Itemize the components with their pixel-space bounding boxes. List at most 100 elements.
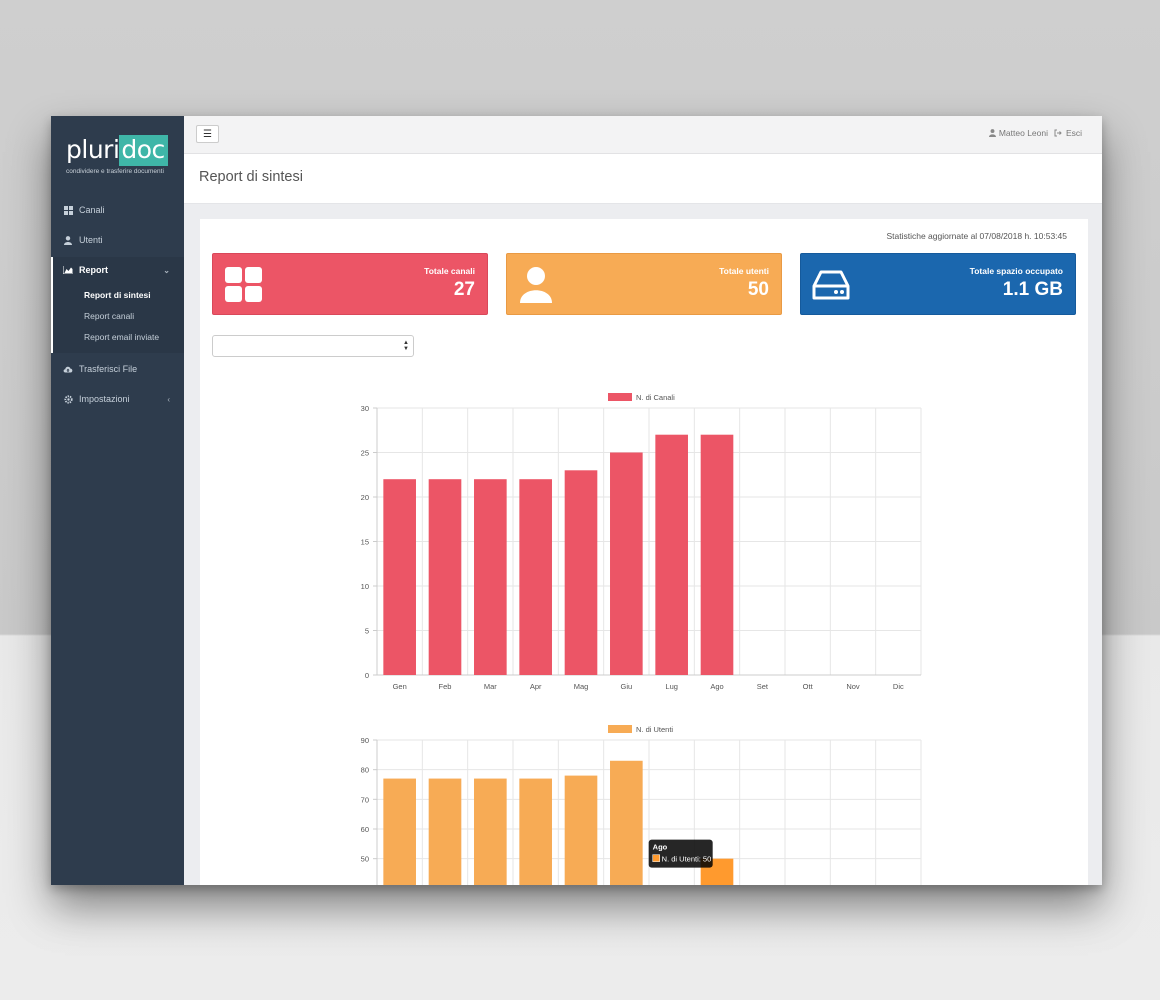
x-tick-label: Set [757, 682, 769, 691]
bar-mar [474, 778, 507, 885]
tooltip-swatch [652, 854, 660, 862]
y-tick-label: 5 [365, 627, 369, 636]
logo-text-doc: doc [119, 135, 168, 166]
sidebar-item-label: Canali [79, 205, 105, 215]
chart-canali: N. di Canali 0 5 10 15 20 25 30 Gen Feb Mar Apr Mag G… [200, 369, 1088, 694]
legend-swatch [608, 393, 632, 401]
user-name: Matteo Leoni [998, 128, 1048, 138]
y-tick-label: 15 [361, 538, 369, 547]
last-updated-text: Statistiche aggiornate al 07/08/2018 h. … [886, 231, 1067, 241]
logo-text-pluri: pluri [66, 135, 120, 164]
user-icon [63, 235, 73, 245]
bar-gen [383, 479, 416, 675]
bar-gen [383, 778, 416, 885]
x-tick-label: Feb [439, 682, 452, 691]
bar-apr [519, 479, 552, 675]
sidebar-item-label: Report [79, 265, 108, 275]
tooltip-text: N. di Utenti: 50 [662, 855, 712, 864]
sidebar-item-label: Impostazioni [79, 394, 130, 404]
hamburger-icon: ☰ [203, 128, 212, 140]
area-chart-icon [63, 266, 73, 275]
chart-svg: N. di Canali 0 5 10 15 20 25 30 Gen Feb Mar Apr Mag G… [361, 393, 922, 691]
card-label: Totale utenti [719, 266, 769, 276]
app-window: pluridoc condividere e trasferire docume… [51, 116, 1102, 885]
user-icon [988, 129, 996, 137]
bar-lug [655, 434, 688, 675]
sign-out-icon [1054, 129, 1062, 137]
tooltip-box [648, 839, 713, 868]
card-value: 50 [747, 279, 769, 300]
x-tick-label: Ago [710, 682, 723, 691]
bar-mag [564, 470, 598, 675]
x-tick-label: Ott [803, 682, 814, 691]
card-value: 27 [453, 279, 475, 300]
y-tick-label: 30 [361, 404, 369, 413]
menu-toggle-button[interactable]: ☰ [196, 125, 219, 143]
card-totale-utenti: Totale utenti 50 [506, 253, 782, 315]
legend-swatch [608, 725, 632, 733]
x-tick-label: Mar [484, 682, 497, 691]
legend-label: N. di Canali [636, 393, 675, 402]
card-totale-canali: Totale canali 27 [212, 253, 488, 315]
bar-mar [474, 479, 507, 675]
logout-label: Esci [1065, 128, 1082, 138]
card-totale-spazio: Totale spazio occupato 1.1 GB [800, 253, 1076, 315]
chevron-left-icon: ‹ [167, 394, 170, 404]
bar-feb [428, 479, 462, 675]
y-tick-label: 50 [361, 855, 369, 864]
sidebar: pluridoc condividere e trasferire docume… [51, 116, 184, 885]
y-tick-label: 20 [361, 493, 369, 502]
legend-label: N. di Utenti [636, 725, 673, 734]
y-tick-label: 60 [361, 825, 369, 834]
chevron-down-icon: ⌄ [163, 265, 170, 275]
logout-button[interactable]: Esci [1054, 128, 1082, 138]
card-label: Totale canali [424, 266, 475, 276]
bar-giu [610, 760, 643, 885]
sidebar-item-utenti[interactable]: Utenti [51, 227, 184, 253]
bar-mag [564, 775, 598, 885]
grid-icon [225, 267, 262, 302]
bar-giu [610, 452, 643, 675]
x-tick-label: Gen [393, 682, 407, 691]
user-menu[interactable]: Matteo Leoni [988, 128, 1048, 138]
sidebar-item-label: Trasferisci File [79, 364, 138, 374]
page-header: Report di sintesi [184, 154, 1102, 204]
y-tick-label: 90 [361, 736, 369, 745]
y-tick-label: 10 [361, 582, 369, 591]
bar-ago [700, 434, 734, 675]
chart-svg: N. di Utenti 40 50 60 70 80 90 Ago N. di Utenti:… [361, 725, 922, 885]
bar-apr [519, 778, 552, 885]
sidebar-item-canali[interactable]: Canali [51, 197, 184, 223]
y-tick-label: 0 [365, 671, 369, 680]
grid-icon [63, 205, 73, 215]
submenu-report-di-sintesi[interactable]: Report di sintesi [84, 290, 151, 300]
cloud-upload-icon [63, 365, 73, 374]
report-submenu [51, 281, 184, 353]
sidebar-item-impostazioni[interactable]: Impostazioni ‹ [51, 386, 184, 412]
logo[interactable]: pluridoc [66, 135, 168, 166]
period-select[interactable]: ▲ ▼ [212, 335, 414, 357]
logo-tagline: condividere e trasferire documenti [66, 168, 164, 175]
x-tick-label: Lug [665, 682, 678, 691]
user-icon [520, 267, 552, 303]
sidebar-item-report[interactable]: Report ⌄ [51, 257, 184, 283]
sidebar-item-trasferisci-file[interactable]: Trasferisci File [51, 356, 184, 382]
y-tick-label: 70 [361, 795, 369, 804]
x-tick-label: Giu [620, 682, 632, 691]
submenu-report-email-inviate[interactable]: Report email inviate [84, 332, 160, 342]
x-tick-label: Mag [574, 682, 589, 691]
gear-icon [63, 394, 73, 404]
x-tick-label: Nov [846, 682, 860, 691]
tooltip-title: Ago [653, 843, 668, 852]
main-panel: Statistiche aggiornate al 07/08/2018 h. … [200, 219, 1088, 885]
sidebar-item-label: Utenti [79, 235, 103, 245]
y-tick-label: 25 [361, 449, 369, 458]
hard-drive-icon [812, 270, 850, 300]
card-value: 1.1 GB [1002, 279, 1063, 300]
page-title: Report di sintesi [199, 169, 303, 185]
bar-feb [428, 778, 462, 885]
y-tick-label: 80 [361, 766, 369, 775]
chart-utenti: N. di Utenti 40 50 60 70 80 90 Ago N. di Utenti:… [200, 701, 1088, 885]
select-arrows-icon: ▲ ▼ [403, 340, 409, 352]
submenu-report-canali[interactable]: Report canali [84, 311, 135, 321]
